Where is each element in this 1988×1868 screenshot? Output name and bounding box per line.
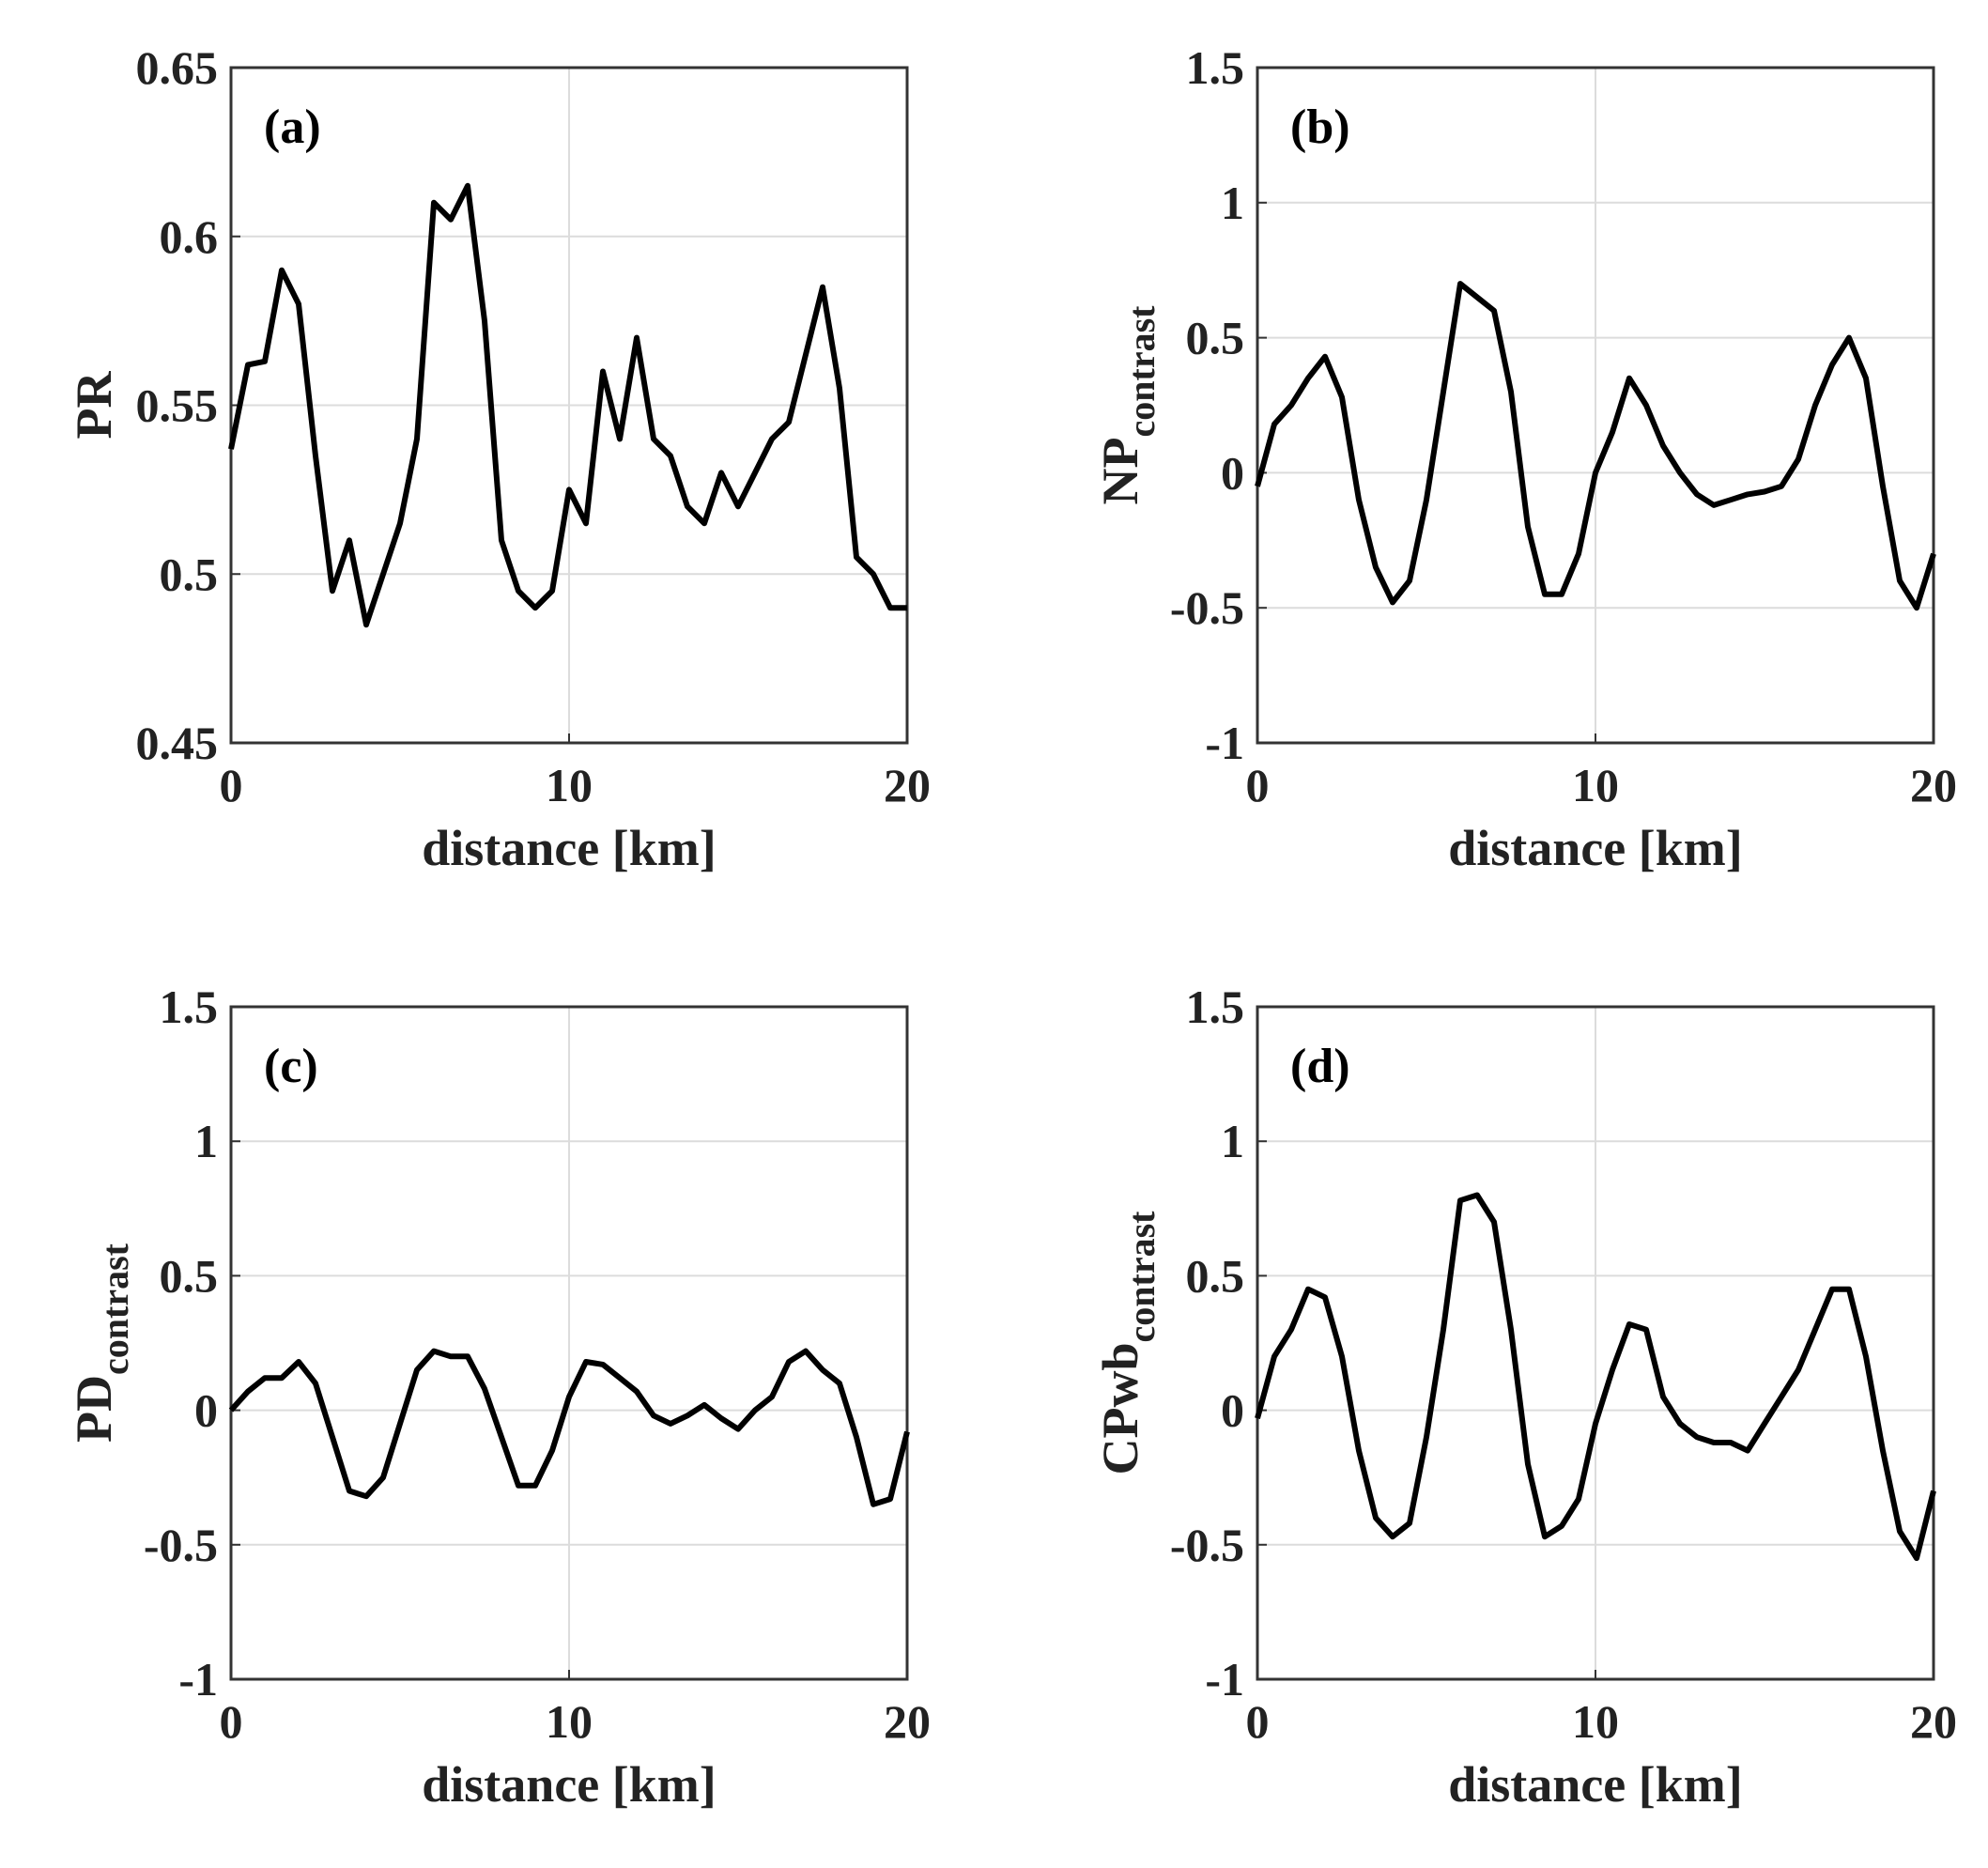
data-line [1255, 281, 1936, 611]
y-axis-label: PR [66, 371, 122, 440]
x-tick-label: 0 [1246, 1695, 1270, 1748]
x-tick-label: 10 [1572, 759, 1619, 811]
x-tick-label: 10 [546, 759, 593, 811]
axes-frame [229, 1005, 909, 1681]
panel-label: (a) [264, 100, 321, 154]
y-tick-label: 0.6 [160, 210, 219, 263]
x-axis-label: distance [km] [1448, 820, 1742, 876]
y-axis-label-sub: contrast [1120, 1211, 1163, 1343]
axes-frame [229, 66, 909, 745]
panel: -1 -0.5 0 0.5 1 1.5 0 10 20 (c) distance [km] PDcon… [66, 980, 931, 1813]
y-tick-label: 0.65 [136, 41, 219, 94]
data-line [1255, 1192, 1936, 1562]
x-axis-label: distance [km] [1448, 1756, 1742, 1813]
y-axis-label-sub: contrast [1120, 305, 1163, 438]
y-tick-label: 1.5 [1186, 980, 1245, 1033]
y-tick-label: 0.5 [160, 548, 219, 600]
x-tick-label: 20 [884, 759, 931, 811]
y-tick-label: 1.5 [160, 980, 219, 1033]
panel-label: (d) [1290, 1040, 1350, 1093]
y-tick-label: 1 [194, 1115, 218, 1167]
x-tick-label: 10 [1572, 1695, 1619, 1748]
x-tick-label: 0 [1246, 759, 1270, 811]
y-tick-label: 1 [1221, 177, 1244, 229]
y-tick-label: -0.5 [1170, 1519, 1244, 1571]
y-axis-label-main: CPwb [1092, 1342, 1148, 1474]
panel-label: (c) [264, 1040, 318, 1093]
y-tick-label: -0.5 [1170, 581, 1244, 634]
y-axis-label-main: PD [66, 1375, 122, 1443]
panel: -1 -0.5 0 0.5 1 1.5 0 10 20 (b) distance [km] NPcon… [1092, 41, 1957, 876]
y-axis-label: CPwbcontrast [1092, 1211, 1163, 1475]
x-tick-label: 0 [220, 759, 243, 811]
y-tick-label: 1 [1221, 1115, 1244, 1167]
y-axis-label-main: NP [1092, 437, 1148, 504]
data-line [228, 1348, 910, 1507]
y-axis-label-sub: contrast [94, 1243, 136, 1375]
x-tick-label: 20 [1910, 759, 1957, 811]
panel: -1 -0.5 0 0.5 1 1.5 0 10 20 (d) distance [km] CPwbc… [1092, 980, 1957, 1813]
y-tick-label: 1.5 [1186, 41, 1245, 94]
x-tick-label: 20 [884, 1695, 931, 1748]
y-tick-label: -0.5 [144, 1519, 218, 1571]
y-tick-label: 0.5 [1186, 312, 1245, 364]
x-tick-label: 0 [220, 1695, 243, 1748]
y-axis-label-main: PR [66, 371, 122, 440]
x-axis-label: distance [km] [422, 820, 716, 876]
axes-frame [1256, 1005, 1935, 1681]
y-tick-label: -1 [1205, 717, 1244, 769]
y-tick-label: 0.5 [160, 1249, 219, 1302]
x-tick-label: 20 [1910, 1695, 1957, 1748]
y-axis-label: NPcontrast [1092, 305, 1163, 505]
y-axis-label: PDcontrast [66, 1243, 136, 1443]
data-line [228, 182, 907, 628]
panel: 0.45 0.5 0.55 0.6 0.65 0 10 20 (a) distance [km] P… [66, 41, 931, 876]
y-tick-label: 0.45 [136, 717, 219, 769]
y-tick-label: 0 [194, 1384, 218, 1437]
y-tick-label: -1 [178, 1653, 218, 1706]
x-axis-label: distance [km] [422, 1756, 716, 1813]
x-tick-label: 10 [546, 1695, 593, 1748]
y-tick-label: 0 [1221, 446, 1244, 499]
y-tick-label: 0.55 [136, 379, 219, 432]
y-tick-label: 0.5 [1186, 1249, 1245, 1302]
axes-frame [1256, 66, 1935, 745]
y-tick-label: 0 [1221, 1384, 1244, 1437]
y-tick-label: -1 [1205, 1653, 1244, 1706]
panel-label: (b) [1290, 100, 1350, 154]
